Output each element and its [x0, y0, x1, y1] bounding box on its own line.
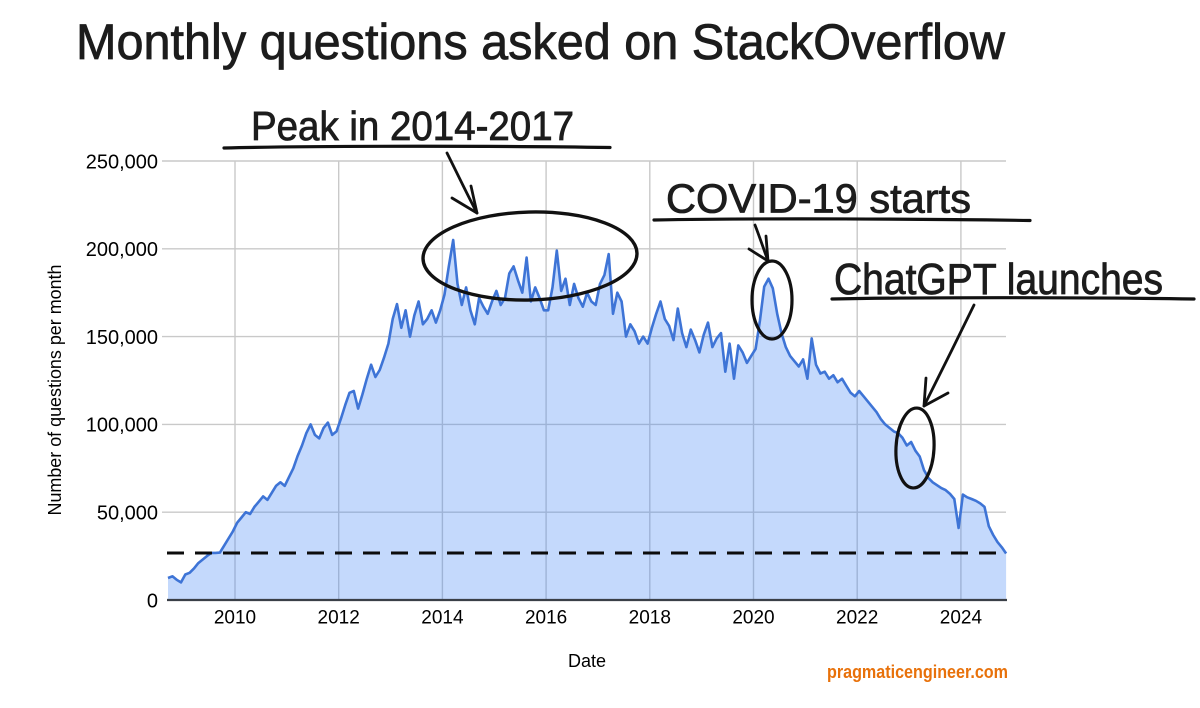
svg-text:Peak in 2014-2017: Peak in 2014-2017 — [251, 103, 574, 149]
svg-text:Number of questions per month: Number of questions per month — [45, 265, 65, 516]
svg-text:2012: 2012 — [318, 608, 360, 629]
svg-text:150,000: 150,000 — [86, 327, 158, 349]
svg-text:100,000: 100,000 — [86, 415, 158, 437]
svg-text:250,000: 250,000 — [86, 151, 158, 173]
svg-text:COVID-19 starts: COVID-19 starts — [666, 176, 971, 222]
svg-text:Date: Date — [568, 651, 606, 671]
svg-text:2014: 2014 — [421, 608, 464, 629]
svg-text:pragmaticengineer.com: pragmaticengineer.com — [827, 662, 1008, 682]
svg-text:2024: 2024 — [940, 608, 983, 629]
svg-text:2010: 2010 — [214, 608, 256, 629]
svg-text:200,000: 200,000 — [86, 239, 158, 261]
svg-text:2020: 2020 — [732, 608, 774, 629]
svg-text:Monthly questions asked on Sta: Monthly questions asked on StackOverflow — [76, 14, 1006, 70]
svg-text:2018: 2018 — [629, 608, 671, 629]
svg-text:2022: 2022 — [836, 608, 878, 629]
svg-text:2016: 2016 — [525, 608, 567, 629]
svg-text:50,000: 50,000 — [97, 503, 158, 525]
svg-text:0: 0 — [147, 590, 158, 612]
